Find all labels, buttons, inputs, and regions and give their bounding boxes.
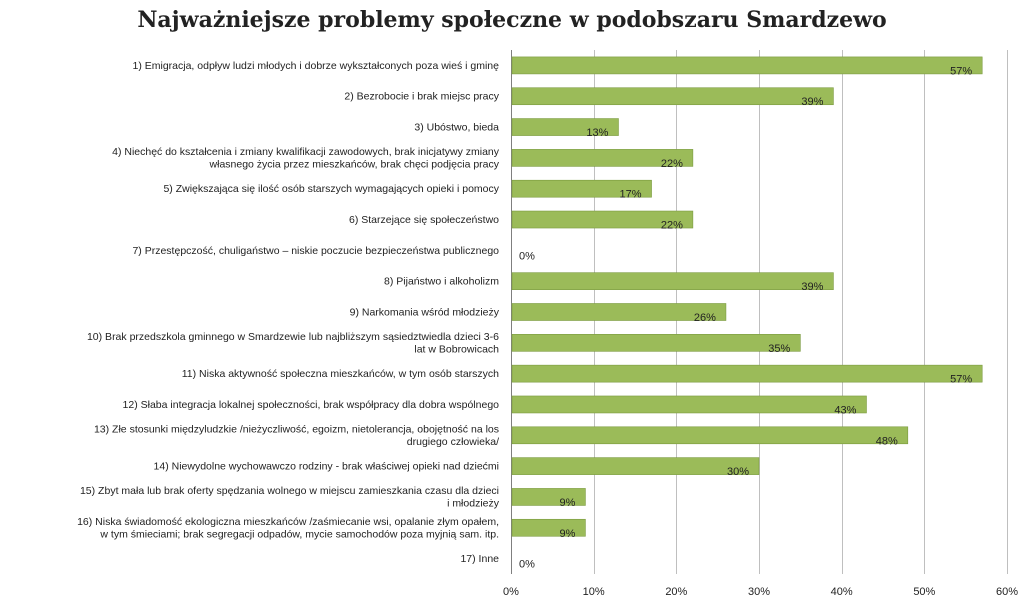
data-label: 35% (768, 343, 790, 355)
category-label: 2) Bezrobocie i brak miejsc pracy (344, 91, 499, 103)
category-label: 1) Emigracja, odpływ ludzi młodych i dob… (133, 60, 500, 72)
bar (511, 272, 834, 290)
category-label: 16) Niska świadomość ekologiczna mieszka… (77, 516, 499, 528)
category-label: 12) Słaba integracja lokalnej społecznoś… (123, 399, 500, 411)
bar (511, 87, 834, 106)
data-label: 22% (661, 158, 683, 170)
bar (511, 149, 694, 167)
category-label: 15) Zbyt mała lub brak oferty spędzania … (80, 485, 499, 497)
category-label: 13) Złe stosunki międzyludzkie /nieżyczl… (94, 424, 499, 436)
category-label: lat w Bobrowicach (414, 344, 499, 356)
x-tick-label: 30% (748, 586, 770, 598)
category-label: 11) Niska aktywność społeczna mieszkańcó… (182, 368, 499, 380)
category-label: w tym śmieciami; brak segregacji odpadów… (99, 529, 499, 541)
x-tick-label: 50% (913, 586, 935, 598)
category-label: 5) Zwiększająca się ilość osób starszych… (163, 183, 499, 195)
data-label: 57% (950, 374, 972, 386)
bar (511, 179, 652, 198)
category-label: 4) Niechęć do kształcenia i zmiany kwali… (112, 146, 500, 158)
category-label: 6) Starzejące się społeczeństwo (349, 214, 499, 226)
chart-title: Najważniejsze problemy społeczne w podob… (137, 7, 887, 33)
data-label: 0% (519, 559, 535, 571)
bar (511, 210, 694, 229)
data-label: 9% (559, 528, 575, 540)
category-label: 9) Narkomania wśród młodzieży (350, 307, 500, 319)
category-label: i młodzieży (447, 498, 500, 510)
category-label: 8) Pijaństwo i alkoholizm (384, 276, 499, 288)
bar (511, 518, 586, 537)
x-tick-label: 20% (665, 586, 687, 598)
data-label: 39% (801, 281, 823, 293)
category-label: własnego życia przez mieszkańców, brak c… (209, 159, 500, 171)
bar (511, 303, 727, 321)
category-label: 3) Ubóstwo, bieda (414, 122, 499, 134)
bar (511, 364, 983, 383)
data-label: 26% (694, 312, 716, 324)
data-label: 0% (519, 250, 535, 262)
data-label: 17% (620, 189, 642, 201)
data-label: 43% (834, 404, 856, 416)
bar (511, 426, 909, 445)
data-label: 22% (661, 220, 683, 232)
data-label: 48% (876, 435, 898, 447)
x-tick-label: 10% (583, 586, 605, 598)
data-label: 30% (727, 466, 749, 478)
data-label: 13% (586, 127, 608, 139)
category-label: drugiego człowieka/ (407, 436, 499, 448)
bar (511, 457, 760, 475)
category-label: 14) Niewydolne wychowawczo rodziny - bra… (154, 461, 499, 473)
bar (511, 334, 801, 352)
x-tick-label: 40% (831, 586, 853, 598)
category-label: 17) Inne (460, 553, 499, 565)
data-label: 57% (950, 65, 972, 77)
category-label: 7) Przestępczość, chuligaństwo – niskie … (132, 245, 499, 257)
bar (511, 488, 586, 506)
category-label: 10) Brak przedszkola gminnego w Smardzew… (87, 331, 499, 343)
x-tick-label: 0% (503, 586, 519, 598)
data-label: 9% (559, 497, 575, 509)
bar (511, 395, 867, 414)
data-label: 39% (801, 96, 823, 108)
bar (511, 118, 619, 136)
bar (511, 56, 983, 75)
x-tick-label: 60% (996, 586, 1018, 598)
